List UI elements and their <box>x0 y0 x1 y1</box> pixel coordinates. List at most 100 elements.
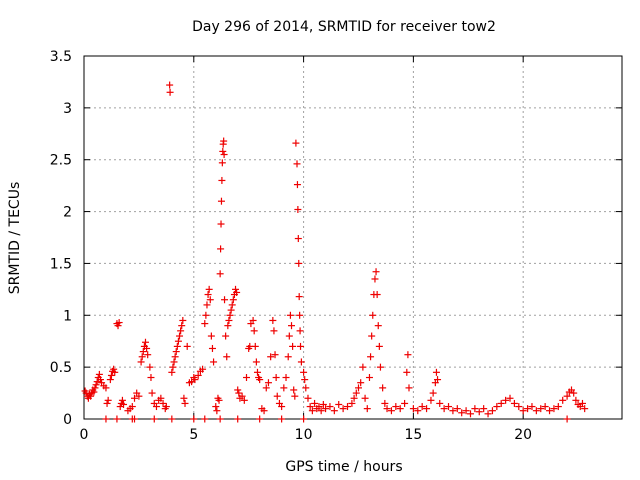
data-point <box>434 376 442 384</box>
data-point <box>157 394 165 402</box>
data-point <box>379 384 387 392</box>
data-point <box>223 353 231 361</box>
y-axis-label: SRMTID / TECUs <box>7 182 23 295</box>
data-point <box>372 268 380 276</box>
data-point <box>114 322 122 330</box>
data-point <box>352 389 360 397</box>
data-point <box>458 409 466 417</box>
data-point <box>361 394 369 402</box>
data-point <box>171 353 179 361</box>
data-point <box>297 342 305 350</box>
data-point <box>423 405 431 413</box>
data-point <box>249 316 257 324</box>
data-point <box>210 358 218 366</box>
data-point <box>300 368 308 376</box>
data-point <box>497 399 505 407</box>
data-point <box>234 386 242 394</box>
data-point <box>335 400 343 408</box>
data-point <box>252 358 260 366</box>
plot-frame <box>83 55 623 420</box>
data-point <box>282 374 290 382</box>
data-point <box>95 370 103 378</box>
data-point <box>173 342 181 350</box>
data-point <box>541 403 549 411</box>
x-tick-label: 10 <box>295 427 313 443</box>
y-tick-label: 2.5 <box>50 153 72 169</box>
data-point <box>488 407 496 415</box>
data-point <box>190 415 198 423</box>
data-point <box>563 392 571 400</box>
data-point <box>550 405 558 413</box>
data-point <box>262 384 270 392</box>
data-point <box>148 389 156 397</box>
data-point <box>330 407 338 415</box>
data-point <box>326 403 334 411</box>
data-point <box>414 407 422 415</box>
data-point <box>432 368 440 376</box>
data-point <box>162 403 170 411</box>
x-tick-label: 20 <box>514 427 532 443</box>
data-point <box>224 322 232 330</box>
data-point <box>220 137 228 145</box>
data-point <box>297 358 305 366</box>
data-point <box>300 415 308 423</box>
axis-ticks: 0 5 10 15 20 0 0.5 1 1.5 2 2.5 3 3.5 <box>50 49 622 443</box>
data-point <box>220 151 228 159</box>
data-point <box>218 159 226 167</box>
data-point <box>285 332 293 340</box>
data-point <box>493 403 501 411</box>
data-point <box>242 374 250 382</box>
data-point <box>221 296 229 304</box>
data-point <box>225 316 233 324</box>
data-point <box>502 396 510 404</box>
data-point <box>138 353 146 361</box>
data-point <box>295 293 303 301</box>
data-point <box>219 147 227 155</box>
data-point <box>206 296 214 304</box>
data-point <box>201 320 209 328</box>
data-point <box>181 399 189 407</box>
data-point <box>291 392 299 400</box>
data-point <box>471 405 479 413</box>
data-point <box>110 365 118 373</box>
data-point <box>367 353 375 361</box>
data-point <box>90 388 98 396</box>
y-tick-label: 3.5 <box>50 49 72 65</box>
data-point <box>240 396 248 404</box>
data-point <box>115 319 123 327</box>
data-point <box>284 353 292 361</box>
data-point <box>146 363 154 371</box>
data-point <box>201 415 209 423</box>
data-point <box>289 342 297 350</box>
data-point <box>570 389 578 397</box>
data-point <box>315 403 323 411</box>
data-point <box>368 332 376 340</box>
data-point <box>418 403 426 411</box>
data-point <box>96 376 104 384</box>
data-point <box>466 410 474 418</box>
data-point <box>546 407 554 415</box>
data-point <box>217 220 225 228</box>
data-point <box>436 399 444 407</box>
data-point <box>484 410 492 418</box>
data-point <box>286 311 294 319</box>
data-point <box>113 415 121 423</box>
data-point <box>159 399 167 407</box>
data-point <box>440 405 448 413</box>
data-point <box>272 374 280 382</box>
data-point <box>404 351 412 359</box>
data-point <box>405 384 413 392</box>
data-point <box>174 337 182 345</box>
x-axis-label: GPS time / hours <box>285 459 402 475</box>
data-point <box>169 363 177 371</box>
data-point <box>199 365 207 373</box>
data-point <box>104 396 112 404</box>
data-point <box>264 379 272 387</box>
data-point <box>403 368 411 376</box>
data-point <box>506 394 514 402</box>
data-point <box>106 376 114 384</box>
data-point <box>308 407 316 415</box>
data-point <box>381 399 389 407</box>
data-point <box>371 275 379 283</box>
